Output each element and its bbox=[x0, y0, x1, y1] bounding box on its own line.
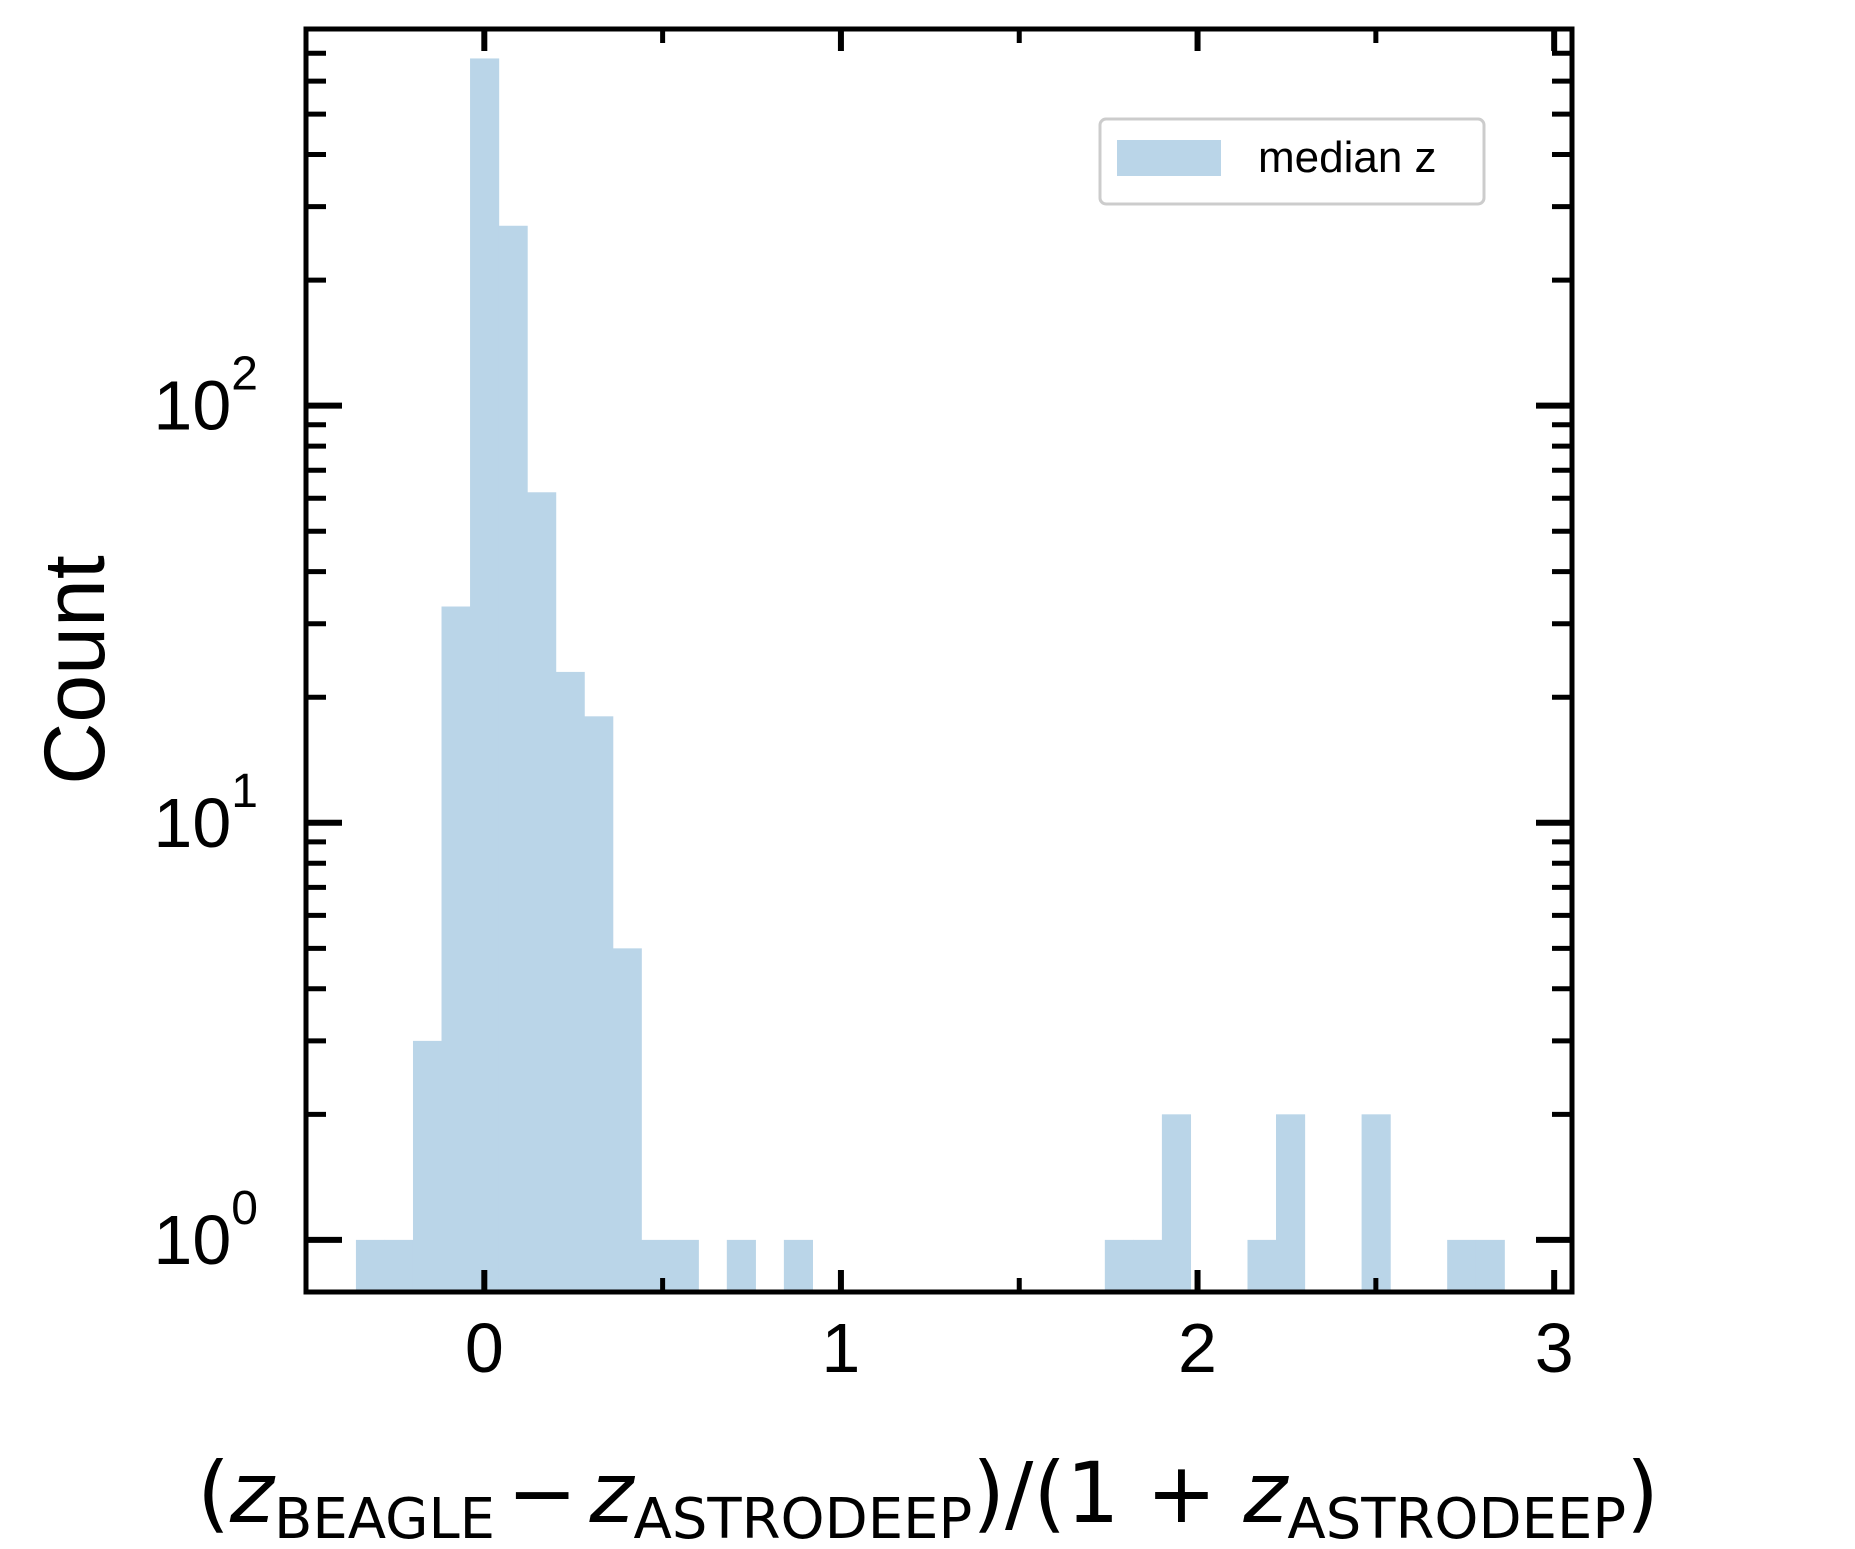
x-tick-label: 0 bbox=[465, 1309, 504, 1387]
legend: median z bbox=[1098, 117, 1486, 206]
histogram-bar bbox=[783, 1239, 813, 1292]
plot-frame bbox=[303, 26, 1575, 1295]
histogram-bar bbox=[1361, 1114, 1391, 1292]
x-tick-label: 2 bbox=[1178, 1309, 1217, 1387]
y-tick-label: 101 bbox=[153, 765, 258, 862]
histogram-bar bbox=[441, 606, 471, 1292]
histogram-bar bbox=[669, 1239, 699, 1292]
histogram-bar bbox=[498, 225, 528, 1292]
histogram-bar bbox=[1276, 1114, 1306, 1292]
y-tick-label: 102 bbox=[153, 348, 258, 445]
x-tick-labels: 0 1 2 3 bbox=[465, 1309, 1574, 1387]
histogram-bar bbox=[612, 948, 642, 1292]
histogram-bar bbox=[1104, 1239, 1134, 1292]
histogram-bar bbox=[355, 1239, 386, 1292]
histogram-bar bbox=[1161, 1114, 1192, 1292]
y-tick-labels: 100 101 102 bbox=[153, 348, 258, 1279]
y-axis-label: Count bbox=[27, 555, 123, 785]
histogram-bar bbox=[726, 1239, 756, 1292]
histogram-bar bbox=[1247, 1239, 1277, 1292]
x-tick-label: 3 bbox=[1535, 1309, 1574, 1387]
histogram-bar bbox=[470, 58, 500, 1293]
y-tick-label: 100 bbox=[153, 1182, 258, 1279]
histogram-bar bbox=[384, 1239, 414, 1292]
histogram-bar bbox=[555, 671, 585, 1292]
histogram-bar bbox=[584, 716, 614, 1292]
histogram-bar bbox=[527, 492, 557, 1292]
legend-swatch bbox=[1117, 140, 1221, 176]
histogram-bars bbox=[355, 58, 1505, 1293]
histogram-bar bbox=[641, 1239, 671, 1292]
x-tick-label: 1 bbox=[821, 1309, 860, 1387]
histogram-bar bbox=[1475, 1239, 1505, 1292]
legend-label: median z bbox=[1258, 133, 1437, 182]
histogram-bar bbox=[412, 1040, 443, 1292]
x-axis-label: (zBEAGLE − zASTRODEEP)/(1 + zASTRODEEP) bbox=[197, 1444, 1659, 1549]
histogram-bar bbox=[1447, 1239, 1477, 1292]
histogram-bar bbox=[1133, 1239, 1163, 1292]
